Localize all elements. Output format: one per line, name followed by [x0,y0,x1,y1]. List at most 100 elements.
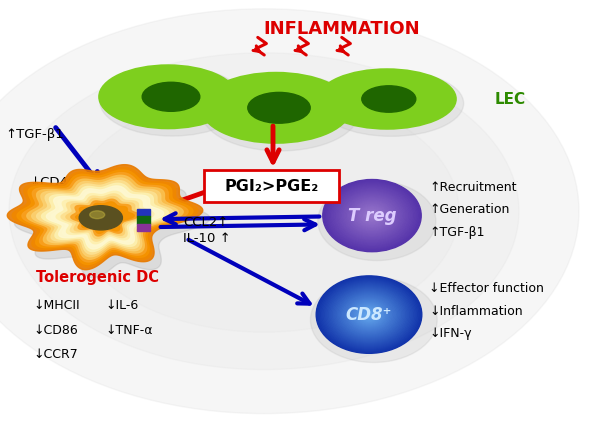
Polygon shape [37,180,173,254]
FancyBboxPatch shape [204,170,339,202]
Ellipse shape [346,197,398,235]
Polygon shape [7,165,203,270]
Text: Tolerogenic DC: Tolerogenic DC [36,270,159,285]
Ellipse shape [361,208,383,224]
Ellipse shape [370,214,374,217]
Ellipse shape [340,293,398,336]
Ellipse shape [351,200,393,231]
Ellipse shape [349,198,395,233]
Ellipse shape [90,211,105,219]
Ellipse shape [358,307,380,323]
Ellipse shape [338,191,406,241]
Ellipse shape [331,286,407,343]
Ellipse shape [310,277,437,363]
Ellipse shape [329,184,415,247]
Polygon shape [66,197,144,238]
Ellipse shape [99,65,237,128]
Ellipse shape [334,187,410,244]
Polygon shape [17,170,193,264]
Ellipse shape [9,53,519,370]
Ellipse shape [319,70,464,136]
Polygon shape [56,191,154,244]
Ellipse shape [360,206,385,224]
Ellipse shape [367,313,371,316]
Ellipse shape [329,286,409,344]
Ellipse shape [323,281,415,348]
Polygon shape [61,194,149,241]
Text: ↓Inflammation: ↓Inflammation [429,304,523,318]
Ellipse shape [350,301,388,328]
Text: IL-10 ↑: IL-10 ↑ [183,232,231,245]
Ellipse shape [332,287,406,342]
Ellipse shape [202,73,359,151]
Ellipse shape [0,9,579,414]
Ellipse shape [324,180,420,251]
Text: ↓CD40: ↓CD40 [29,176,76,189]
Ellipse shape [79,206,122,230]
Bar [137,209,150,216]
Polygon shape [22,172,188,262]
Ellipse shape [347,298,391,331]
Ellipse shape [328,285,410,345]
Ellipse shape [331,186,413,246]
Ellipse shape [316,276,422,353]
Ellipse shape [201,73,351,143]
Ellipse shape [334,289,404,341]
Polygon shape [12,167,198,267]
Ellipse shape [362,310,376,319]
Ellipse shape [368,314,370,315]
Ellipse shape [332,187,412,245]
Ellipse shape [325,181,419,250]
Ellipse shape [319,278,419,352]
Ellipse shape [371,215,373,216]
Ellipse shape [335,188,409,242]
Ellipse shape [337,190,407,242]
Ellipse shape [325,282,413,347]
Text: LEC: LEC [495,92,526,106]
Text: CD8⁺: CD8⁺ [346,306,392,323]
Ellipse shape [364,209,380,222]
Ellipse shape [353,303,385,326]
Ellipse shape [347,198,397,234]
Ellipse shape [341,294,397,335]
Ellipse shape [337,291,401,338]
Ellipse shape [322,280,416,349]
Ellipse shape [368,213,376,218]
Ellipse shape [328,183,416,248]
Ellipse shape [344,296,394,333]
Ellipse shape [344,195,400,236]
Ellipse shape [357,205,387,227]
Polygon shape [46,186,164,249]
Ellipse shape [360,308,378,321]
Polygon shape [14,172,210,278]
Ellipse shape [336,290,402,339]
Text: PGI₂>PGE₂: PGI₂>PGE₂ [224,179,319,194]
Text: T reg: T reg [348,207,396,224]
Ellipse shape [365,312,373,318]
Ellipse shape [338,292,400,337]
Ellipse shape [366,211,378,220]
Ellipse shape [361,309,377,320]
Ellipse shape [345,297,393,332]
Ellipse shape [348,299,390,330]
Ellipse shape [340,192,404,239]
Polygon shape [51,189,159,246]
Text: ↓Effector function: ↓Effector function [429,282,544,295]
Text: ↑TGF-β1: ↑TGF-β1 [5,128,64,141]
Ellipse shape [318,181,436,260]
Ellipse shape [320,279,418,350]
Ellipse shape [343,194,401,237]
Text: INFLAMMATION: INFLAMMATION [263,20,421,38]
Ellipse shape [317,277,421,352]
Ellipse shape [345,196,399,235]
Polygon shape [27,175,183,259]
Text: ↑Generation: ↑Generation [429,203,509,216]
Polygon shape [41,183,169,252]
Ellipse shape [324,282,414,348]
Ellipse shape [318,69,456,129]
Bar [137,216,150,224]
Text: ↓TNF-α: ↓TNF-α [105,323,152,337]
Ellipse shape [357,306,381,323]
Ellipse shape [352,201,392,230]
Ellipse shape [362,209,382,223]
